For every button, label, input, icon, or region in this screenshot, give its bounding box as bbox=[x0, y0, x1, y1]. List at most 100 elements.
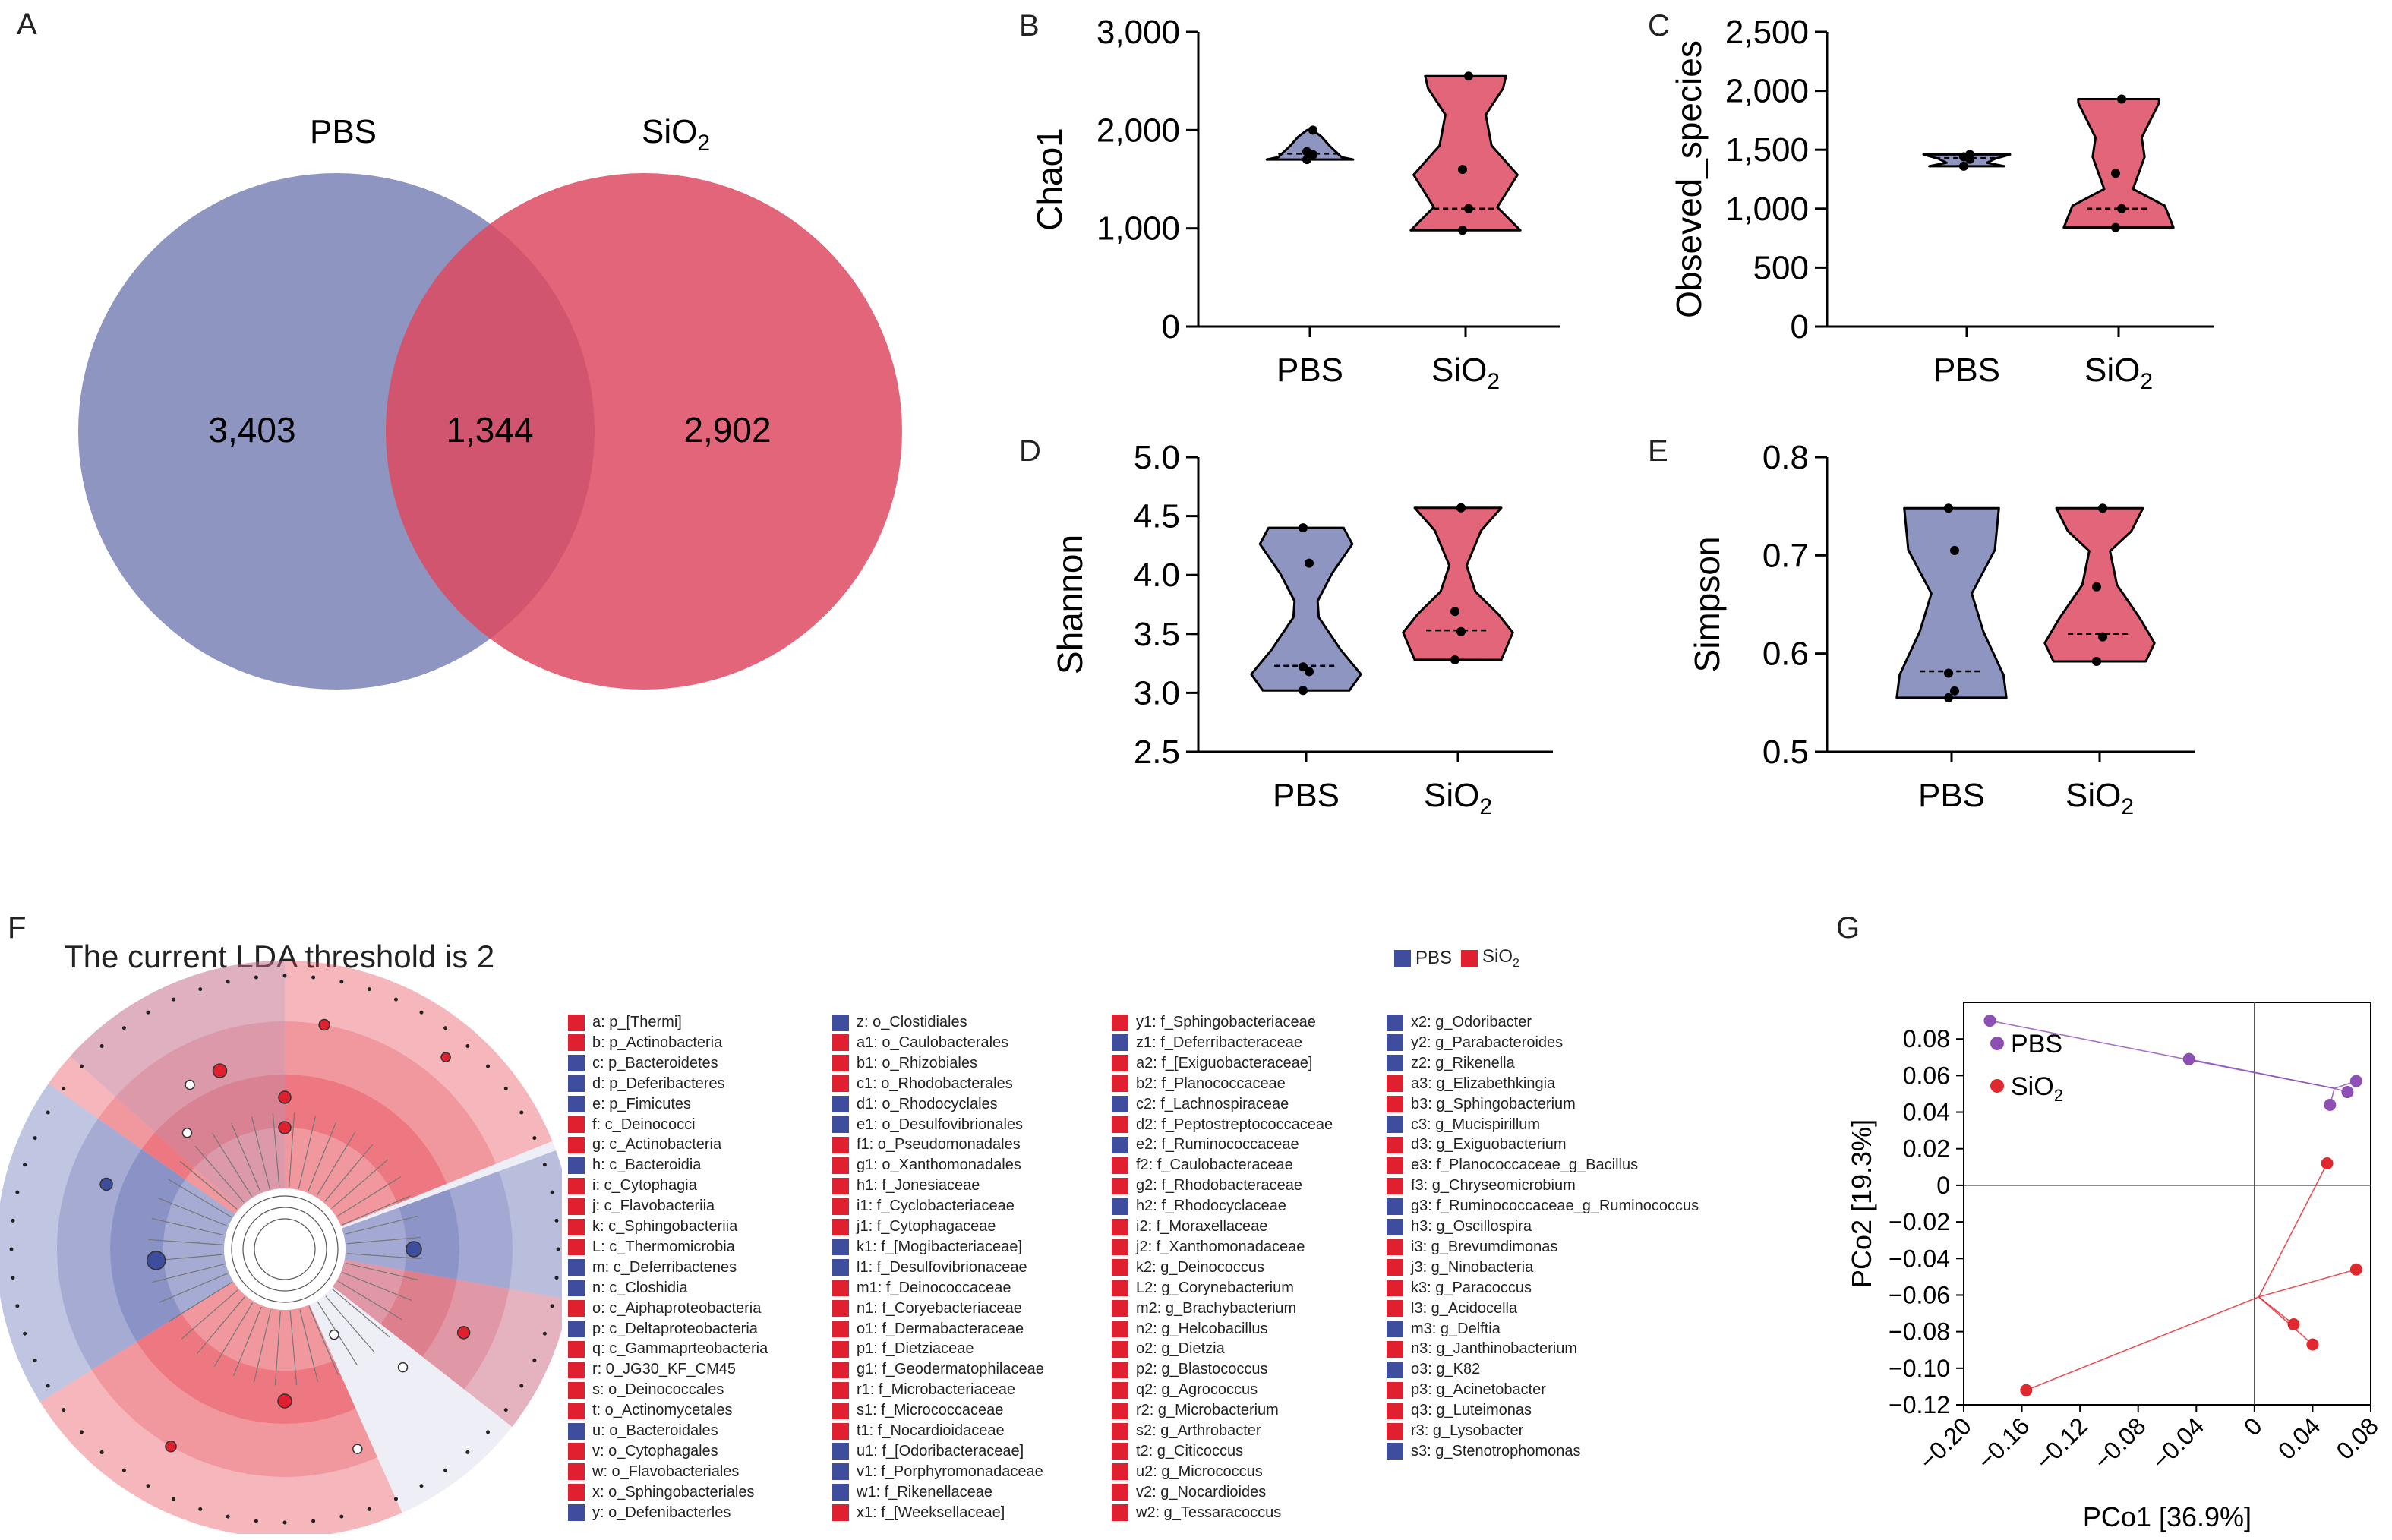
legend-item: h: c_Bacteroidia bbox=[568, 1157, 701, 1174]
legend-label: v: o_Cytophagales bbox=[592, 1442, 718, 1460]
legend-label: w: o_Flavobacteriales bbox=[592, 1463, 740, 1480]
legend-swatch bbox=[568, 1239, 585, 1256]
legend-label: r: 0_JG30_KF_CM45 bbox=[592, 1361, 736, 1378]
data-point bbox=[1299, 523, 1308, 533]
legend-item: a3: g_Elizabethkingia bbox=[1387, 1075, 1555, 1093]
leaf-node bbox=[254, 975, 258, 980]
leaf-node bbox=[519, 1384, 524, 1388]
legend-label: r3: g_Lysobacter bbox=[1411, 1422, 1524, 1439]
branch bbox=[152, 1264, 225, 1283]
branch bbox=[159, 1273, 228, 1303]
leaf-node bbox=[198, 987, 203, 992]
legend-item: o: c_Aiphaproteobacteria bbox=[568, 1300, 761, 1318]
data-point bbox=[1450, 607, 1459, 617]
leaf-node bbox=[554, 1218, 559, 1223]
key-label-pbs: PBS bbox=[1415, 947, 1453, 968]
legend-item: d: p_Deferibacteres bbox=[568, 1075, 725, 1093]
legend-item: d3: g_Exiguobacterium bbox=[1387, 1136, 1567, 1153]
lda-cladogram bbox=[0, 961, 562, 1534]
legend-label: t2: g_Citicoccus bbox=[1136, 1442, 1244, 1460]
branch bbox=[233, 1306, 262, 1377]
legend-label: k2: g_Deinococcus bbox=[1136, 1258, 1264, 1276]
legend-swatch bbox=[1112, 1239, 1128, 1256]
legend-item: o2: g_Dietzia bbox=[1112, 1340, 1225, 1358]
legend-item: n1: f_Coryebacteriaceae bbox=[832, 1300, 1022, 1318]
legend-swatch bbox=[568, 1443, 585, 1460]
legend-item: n3: g_Janthinobacterium bbox=[1387, 1340, 1577, 1358]
data-point bbox=[1299, 686, 1308, 696]
point-sio2 bbox=[2349, 1263, 2362, 1276]
legend-swatch bbox=[832, 1259, 849, 1276]
clade-halo bbox=[309, 1141, 562, 1513]
branch bbox=[345, 1262, 418, 1281]
legend-label: g1: f_Geodermatophilaceae bbox=[857, 1361, 1044, 1378]
panel-label-f: F bbox=[8, 911, 27, 945]
x-tick-label: PBS bbox=[1933, 352, 2000, 389]
y-tick-label: 0.5 bbox=[1762, 734, 1809, 771]
legend-label: o3: g_K82 bbox=[1411, 1361, 1481, 1378]
leaf-node bbox=[33, 1136, 37, 1141]
legend-swatch bbox=[1112, 1422, 1128, 1440]
legend-marker-sio2 bbox=[1990, 1079, 2004, 1093]
data-point bbox=[1299, 662, 1308, 672]
y-tick-label: 0 bbox=[1162, 308, 1180, 346]
clade-sio2 bbox=[115, 1021, 497, 1184]
legend-item: f2: f_Caulobacteraceae bbox=[1112, 1157, 1293, 1174]
legend-item: t: o_Actinomycetales bbox=[568, 1402, 733, 1419]
branch-ring bbox=[231, 1195, 339, 1303]
legend-label: z2: g_Rikenella bbox=[1411, 1054, 1515, 1071]
branch bbox=[342, 1195, 411, 1226]
legend-swatch bbox=[832, 1321, 849, 1337]
legend-label: y2: g_Parabacteroides bbox=[1411, 1034, 1564, 1051]
clade-sio2 bbox=[155, 1075, 447, 1204]
legend-item: r3: g_Lysobacter bbox=[1387, 1422, 1523, 1440]
leaf-node bbox=[311, 1519, 316, 1523]
branch bbox=[332, 1289, 390, 1338]
leaf-node bbox=[419, 1010, 424, 1015]
leaf-node bbox=[282, 1520, 287, 1525]
legend-item: f3: g_Chryseomicrobium bbox=[1387, 1177, 1576, 1194]
data-point bbox=[1450, 655, 1459, 664]
y-tick-label: −0.10 bbox=[1889, 1355, 1950, 1382]
panel-label-d: D bbox=[1019, 434, 1041, 468]
panel-label-b: B bbox=[1019, 9, 1040, 43]
y-tick-label: 2,000 bbox=[1725, 73, 1809, 110]
legend-swatch bbox=[1387, 1422, 1403, 1440]
leaf-node bbox=[172, 1497, 176, 1501]
x-axis-title: PCo1 [36.9%] bbox=[2083, 1501, 2252, 1532]
y-tick-label: −0.04 bbox=[1889, 1245, 1950, 1272]
venn-value-pbs-only: 3,403 bbox=[208, 410, 295, 450]
spider-line bbox=[2258, 1163, 2328, 1298]
leaf-node bbox=[15, 1190, 20, 1194]
legend-swatch bbox=[1112, 1055, 1128, 1072]
data-point bbox=[2117, 204, 2126, 213]
point-sio2 bbox=[2287, 1318, 2300, 1330]
y-tick-label: 4.5 bbox=[1134, 498, 1180, 535]
legend-swatch bbox=[1112, 1075, 1128, 1093]
legend-item: c1: o_Rhodobacterales bbox=[832, 1075, 1013, 1093]
clade-sio2 bbox=[136, 1313, 356, 1424]
branch-ring bbox=[242, 1207, 327, 1292]
legend-item: s: o_Deinococcales bbox=[568, 1381, 724, 1399]
legend-label: n3: g_Janthinobacterium bbox=[1411, 1340, 1578, 1358]
legend-swatch bbox=[1387, 1116, 1403, 1133]
legend-label: l1: f_Desulfovibrionaceae bbox=[857, 1258, 1027, 1276]
leaf-node bbox=[550, 1190, 554, 1194]
leaf-node bbox=[282, 974, 287, 978]
clade-node bbox=[277, 1393, 292, 1409]
legend-swatch bbox=[832, 1075, 849, 1093]
branch bbox=[169, 1281, 232, 1322]
y-tick-label: −0.08 bbox=[1889, 1318, 1950, 1346]
data-point bbox=[1308, 125, 1317, 135]
legend-item: t1: f_Nocardioidaceae bbox=[832, 1422, 1005, 1440]
legend-swatch bbox=[1387, 1361, 1403, 1378]
legend-label: t1: f_Nocardioidaceae bbox=[857, 1422, 1005, 1439]
leaf-node bbox=[254, 1519, 258, 1523]
clade-sio2 bbox=[380, 1270, 457, 1357]
venn-label-pbs: PBS bbox=[310, 113, 377, 150]
clade-halo bbox=[70, 961, 285, 1209]
leaf-node bbox=[23, 1163, 27, 1167]
branch bbox=[289, 1311, 298, 1386]
clade-node bbox=[352, 1444, 363, 1454]
point-pbs bbox=[1983, 1015, 1996, 1027]
